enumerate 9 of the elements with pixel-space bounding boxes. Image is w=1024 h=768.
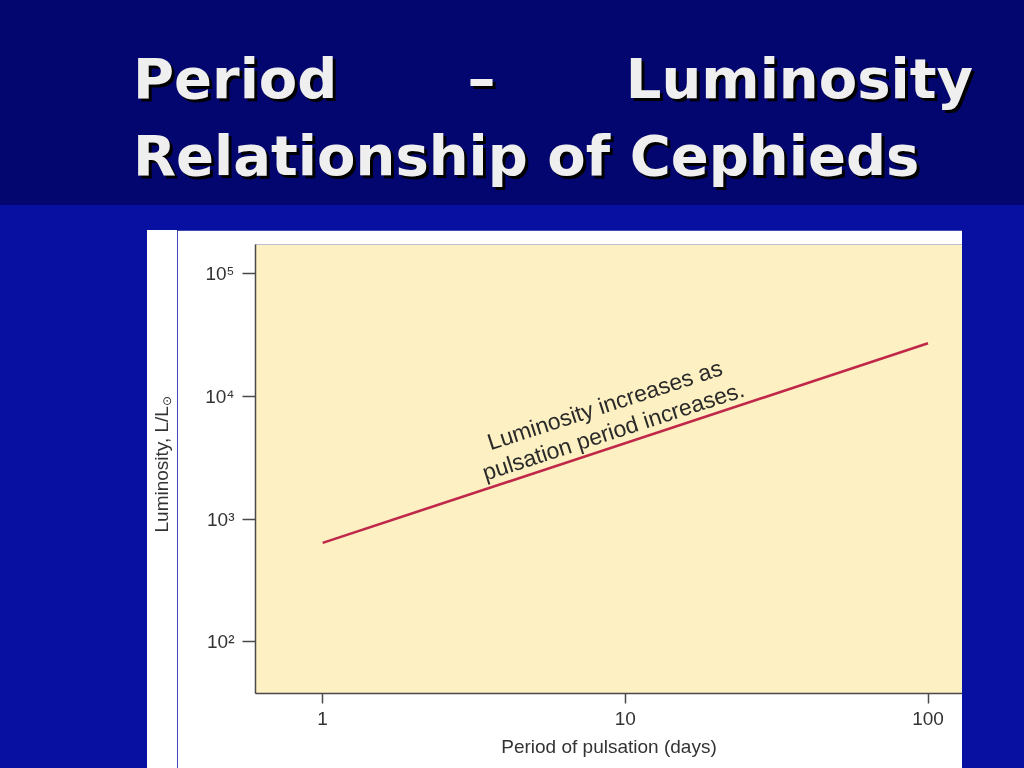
x-tick-label: 100 — [912, 707, 944, 729]
x-axis-title: Period of pulsation (days) — [501, 735, 717, 757]
x-tick-label: 10 — [614, 707, 636, 729]
x-tick-label: 1 — [317, 707, 328, 729]
chart-title: Period – Luminosity Relationship of Cephieds — [132, 45, 973, 190]
y-tick-label: 10³ — [207, 508, 235, 530]
y-tick-label: 10⁴ — [205, 385, 235, 407]
y-tick-label: 10² — [207, 631, 235, 653]
y-tick-label: 10⁵ — [205, 262, 235, 284]
